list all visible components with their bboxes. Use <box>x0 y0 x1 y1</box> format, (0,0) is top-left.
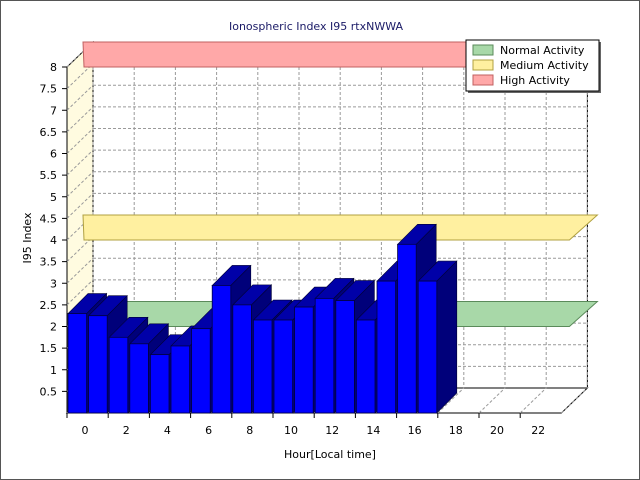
legend-swatch <box>472 44 494 56</box>
grid-line-wall <box>66 236 94 262</box>
grid-line-floor <box>478 387 506 414</box>
bar-front-face <box>397 243 417 414</box>
grid-line-wall <box>66 128 94 154</box>
x-tick-label: 14 <box>366 424 380 437</box>
bar-front-face <box>88 315 108 414</box>
legend-label: Normal Activity <box>500 44 585 57</box>
activity-band <box>82 214 599 241</box>
bar-front-face <box>129 343 149 414</box>
x-tick-label: 20 <box>490 424 504 437</box>
legend-label: Medium Activity <box>500 59 589 72</box>
x-tick-label: 8 <box>246 424 253 437</box>
y-tick-label: 7 <box>50 104 57 117</box>
grid-line-wall <box>66 257 94 284</box>
grid-line-wall <box>66 84 94 111</box>
grid-line-wall <box>66 279 94 306</box>
y-tick-label: 2.5 <box>40 299 58 312</box>
x-tick-label: 10 <box>284 424 298 437</box>
x-axis-label: Hour[Local time] <box>284 448 376 461</box>
bar-front-face <box>108 336 129 414</box>
bar-front-face <box>149 354 170 414</box>
y-tick-label: 8 <box>50 61 57 74</box>
x-tick-label: 16 <box>408 424 422 437</box>
bar <box>417 260 458 414</box>
legend: Normal Activity Medium Activity High Activ… <box>465 39 601 93</box>
legend-label: High Activity <box>500 74 570 87</box>
grid-line-floor <box>437 387 465 414</box>
grid-line-floor <box>561 387 588 414</box>
bar-front-face <box>335 300 355 414</box>
bar-front-face <box>376 280 397 414</box>
x-tick-label: 2 <box>123 424 130 437</box>
bar-front-face <box>417 280 438 414</box>
x-tick-label: 18 <box>449 424 463 437</box>
x-tick-label: 6 <box>205 424 212 437</box>
x-tick-label: 12 <box>325 424 339 437</box>
y-tick-label: 4.5 <box>40 212 58 225</box>
y-tick-label: 3.5 <box>40 256 58 269</box>
grid-line-wall <box>66 171 94 198</box>
legend-swatch <box>472 59 494 71</box>
grid-line-wall <box>66 63 94 89</box>
legend-swatch <box>472 74 494 86</box>
bar-series <box>67 223 458 414</box>
x-axis-ticks: 0 2 4 6 8 10 12 14 16 18 20 22 <box>66 413 545 437</box>
y-tick-label: 2 <box>50 321 57 334</box>
grid-line-wall <box>66 149 94 176</box>
y-tick-label: 4 <box>50 234 57 247</box>
grid-line-wall <box>66 193 94 219</box>
y-tick-label: 1 <box>50 364 57 377</box>
bar-front-face <box>232 304 252 414</box>
y-tick-label: 3 <box>50 277 57 290</box>
y-axis-label: I95 Index <box>21 212 34 264</box>
y-tick-label: 6.5 <box>40 126 58 139</box>
y-tick-label: 6 <box>50 148 57 161</box>
bar-front-face <box>67 313 88 414</box>
y-tick-label: 0.5 <box>40 385 58 398</box>
y-axis-ticks: 0.5 1 1.5 2 2.5 3 3.5 4 4.5 5 5.5 6 6.5 7 7.5 8 <box>40 61 67 398</box>
grid-line-wall <box>66 106 94 133</box>
y-tick-label: 1.5 <box>40 342 58 355</box>
bar-front-face <box>191 328 211 414</box>
y-tick-label: 5.5 <box>40 169 58 182</box>
x-tick-label: 0 <box>82 424 89 437</box>
x-tick-label: 4 <box>164 424 171 437</box>
y-tick-label: 5 <box>50 191 57 204</box>
bar-front-face <box>273 319 294 414</box>
bar-front-face <box>170 345 191 414</box>
grid-line-floor <box>519 387 547 414</box>
y-tick-label: 7.5 <box>40 83 58 96</box>
bar-front-face <box>252 319 273 414</box>
bar-side-face <box>436 260 458 414</box>
chart-title: Ionospheric Index I95 rtxNWWA <box>229 20 403 33</box>
x-tick-label: 22 <box>531 424 545 437</box>
bar-front-face <box>355 319 376 414</box>
bar-front-face <box>211 285 232 414</box>
bar-front-face <box>294 306 314 414</box>
bar-front-face <box>314 297 335 414</box>
